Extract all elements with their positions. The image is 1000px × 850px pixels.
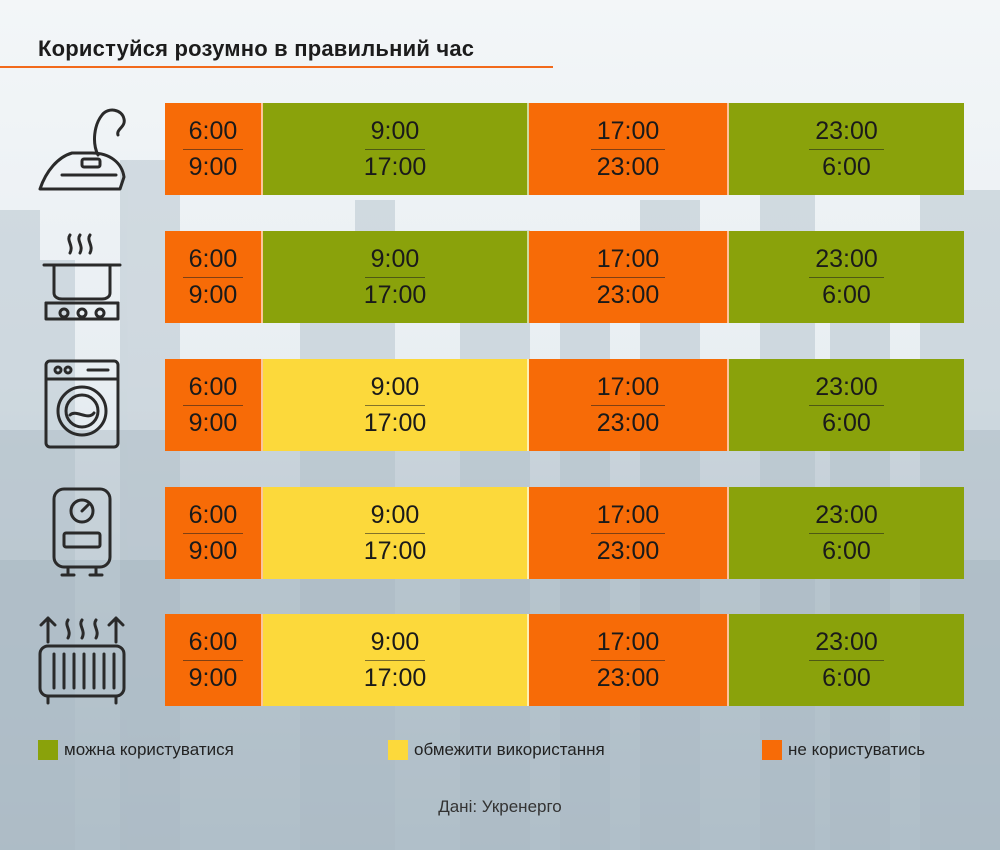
slot-start-time: 6:00 [182,500,244,534]
slot-end-time: 17:00 [363,408,427,437]
slot-start-time: 9:00 [364,372,426,406]
slot-end-time: 17:00 [363,663,427,692]
slot-start-time: 9:00 [364,116,426,150]
legend-label: можна користуватися [64,740,234,759]
water-heater-icon [32,487,132,579]
time-slot: 17:00 23:00 [529,359,729,451]
time-slots: 6:00 9:00 9:00 17:00 17:00 23:00 23:00 6… [165,231,964,323]
slot-start-time: 17:00 [590,244,666,278]
slot-start-time: 9:00 [364,627,426,661]
time-slot: 23:00 6:00 [729,231,964,323]
time-slot: 23:00 6:00 [729,103,964,195]
appliance-row-stove: 6:00 9:00 9:00 17:00 17:00 23:00 23:00 6… [0,231,1000,323]
legend-item-allowed: можна користуватися [38,740,234,760]
appliance-row-iron: 6:00 9:00 9:00 17:00 17:00 23:00 23:00 6… [0,103,1000,195]
legend-swatch-yellow [388,740,408,760]
slot-start-time: 6:00 [182,627,244,661]
page-title: Користуйся розумно в правильний час [38,36,475,61]
time-slot: 17:00 23:00 [529,487,729,579]
appliance-row-radiator: 6:00 9:00 9:00 17:00 17:00 23:00 23:00 6… [0,614,1000,706]
slot-start-time: 17:00 [590,116,666,150]
slot-start-time: 17:00 [590,372,666,406]
time-slots: 6:00 9:00 9:00 17:00 17:00 23:00 23:00 6… [165,487,964,579]
slot-end-time: 9:00 [188,152,238,181]
slot-start-time: 23:00 [809,500,884,534]
legend-item-limit: обмежити використання [388,740,605,760]
slot-end-time: 23:00 [596,408,660,437]
title-underline [0,66,553,68]
slot-end-time: 17:00 [363,536,427,565]
time-slot: 6:00 9:00 [165,359,263,451]
slot-end-time: 6:00 [822,152,871,181]
slot-start-time: 17:00 [590,500,666,534]
time-slot: 17:00 23:00 [529,231,729,323]
time-slot: 9:00 17:00 [263,103,529,195]
slot-end-time: 23:00 [596,152,660,181]
time-slot: 23:00 6:00 [729,487,964,579]
radiator-heater-icon [32,614,132,706]
legend-swatch-green [38,740,58,760]
slot-end-time: 6:00 [822,663,871,692]
time-slot: 9:00 17:00 [263,359,529,451]
slot-start-time: 17:00 [590,627,666,661]
time-slot: 17:00 23:00 [529,103,729,195]
slot-start-time: 6:00 [182,244,244,278]
slot-start-time: 23:00 [809,627,884,661]
time-slot: 6:00 9:00 [165,487,263,579]
slot-end-time: 23:00 [596,663,660,692]
slot-end-time: 9:00 [188,408,238,437]
time-slots: 6:00 9:00 9:00 17:00 17:00 23:00 23:00 6… [165,359,964,451]
time-slot: 23:00 6:00 [729,614,964,706]
slot-end-time: 23:00 [596,536,660,565]
legend-label: обмежити використання [414,740,605,759]
time-slot: 9:00 17:00 [263,614,529,706]
time-slot: 9:00 17:00 [263,487,529,579]
appliance-row-washing-machine: 6:00 9:00 9:00 17:00 17:00 23:00 23:00 6… [0,359,1000,451]
slot-start-time: 23:00 [809,372,884,406]
slot-end-time: 6:00 [822,280,871,309]
slot-end-time: 9:00 [188,280,238,309]
slot-end-time: 9:00 [188,536,238,565]
slot-end-time: 9:00 [188,663,238,692]
appliance-row-water-heater: 6:00 9:00 9:00 17:00 17:00 23:00 23:00 6… [0,487,1000,579]
slot-start-time: 6:00 [182,372,244,406]
iron-icon [32,103,132,195]
slot-end-time: 23:00 [596,280,660,309]
time-slot: 6:00 9:00 [165,103,263,195]
slot-start-time: 9:00 [364,500,426,534]
time-slot: 9:00 17:00 [263,231,529,323]
slot-start-time: 9:00 [364,244,426,278]
time-slot: 23:00 6:00 [729,359,964,451]
time-slot: 6:00 9:00 [165,614,263,706]
legend-swatch-orange [762,740,782,760]
time-slot: 6:00 9:00 [165,231,263,323]
stove-pot-icon [32,231,132,323]
slot-start-time: 23:00 [809,116,884,150]
slot-start-time: 23:00 [809,244,884,278]
legend-item-forbidden: не користуватись [762,740,925,760]
washing-machine-icon [32,359,132,451]
time-slots: 6:00 9:00 9:00 17:00 17:00 23:00 23:00 6… [165,614,964,706]
legend-label: не користуватись [788,740,926,759]
slot-end-time: 17:00 [363,280,427,309]
slot-start-time: 6:00 [182,116,244,150]
data-source-caption: Дані: Укренерго [438,797,562,816]
time-slots: 6:00 9:00 9:00 17:00 17:00 23:00 23:00 6… [165,103,964,195]
time-slot: 17:00 23:00 [529,614,729,706]
slot-end-time: 6:00 [822,408,871,437]
slot-end-time: 17:00 [363,152,427,181]
slot-end-time: 6:00 [822,536,871,565]
